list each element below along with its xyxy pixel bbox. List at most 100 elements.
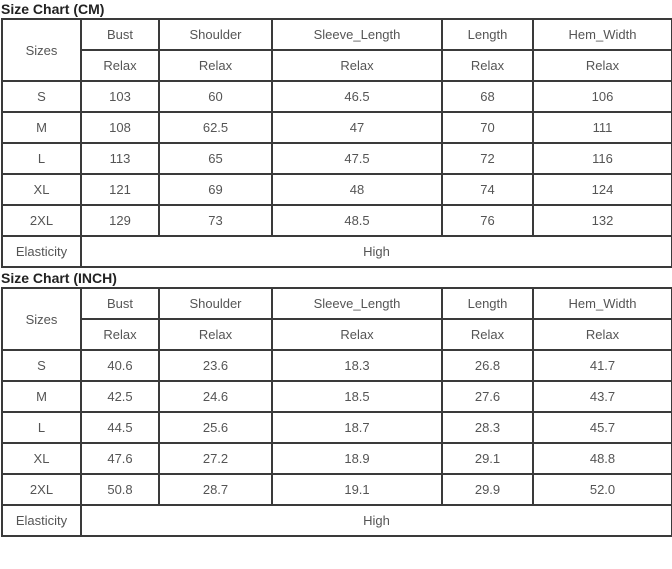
table-cell: 73 [158,204,273,237]
table-row: 2XL 129 73 48.5 76 132 [1,204,672,237]
table-cell: 29.1 [441,442,534,475]
table-cell: 76 [441,204,534,237]
table-row: XL 121 69 48 74 124 [1,173,672,206]
table-row: L 113 65 47.5 72 116 [1,142,672,175]
table-cell: 48.8 [532,442,672,475]
header-cell: Sizes [1,18,82,82]
subheader-cell: Relax [441,318,534,351]
table-cell: 44.5 [80,411,160,444]
subheader-row: Relax Relax Relax Relax Relax [2,318,672,351]
elasticity-value: High [80,504,672,537]
table-cell: 74 [441,173,534,206]
table-cell: 18.3 [271,349,443,382]
table-cell: 47.6 [80,442,160,475]
table-cell: 108 [80,111,160,144]
elasticity-row: Elasticity High [1,235,672,268]
table-cell: 111 [532,111,672,144]
header-cell: Shoulder [158,18,273,51]
subheader-cell: Relax [441,49,534,82]
header-cell: Bust [80,287,160,320]
table-cell: 48 [271,173,443,206]
table-cell: 18.9 [271,442,443,475]
table-cell: 103 [80,80,160,113]
table-cell: 69 [158,173,273,206]
table-cell: 43.7 [532,380,672,413]
table-cell: 19.1 [271,473,443,506]
table-cell: 18.7 [271,411,443,444]
table-row: L 44.5 25.6 18.7 28.3 45.7 [1,411,672,444]
table-row: M 42.5 24.6 18.5 27.6 43.7 [1,380,672,413]
subheader-cell: Relax [532,49,672,82]
chart-title: Size Chart (INCH) [1,270,117,286]
header-cell: Length [441,18,534,51]
table-cell: 52.0 [532,473,672,506]
table-cell: 40.6 [80,349,160,382]
table-cell: 70 [441,111,534,144]
table-cell: 50.8 [80,473,160,506]
table-cell: 2XL [1,204,82,237]
table-row: M 108 62.5 47 70 111 [1,111,672,144]
table-cell: 121 [80,173,160,206]
elasticity-label: Elasticity [1,504,82,537]
table-cell: L [1,411,82,444]
subheader-cell: Relax [80,49,160,82]
table-cell: 60 [158,80,273,113]
size-table: Sizes Bust Shoulder Sleeve_Length Length Hem_… [1,287,672,537]
table-cell: 47.5 [271,142,443,175]
elasticity-row: Elasticity High [1,504,672,537]
table-cell: 45.7 [532,411,672,444]
size-charts: Size Chart (CM) Sizes Bust Shoulder Sleeve_L… [1,1,672,537]
table-cell: 47 [271,111,443,144]
table-cell: 68 [441,80,534,113]
table-cell: 72 [441,142,534,175]
table-cell: 24.6 [158,380,273,413]
subheader-cell: Relax [271,49,443,82]
table-row: S 103 60 46.5 68 106 [1,80,672,113]
table-cell: 41.7 [532,349,672,382]
subheader-row: Relax Relax Relax Relax Relax [2,49,672,82]
elasticity-value: High [80,235,672,268]
table-cell: 26.8 [441,349,534,382]
table-cell: 116 [532,142,672,175]
table-cell: 28.3 [441,411,534,444]
header-cell: Sizes [1,287,82,351]
table-cell: 29.9 [441,473,534,506]
header-cell: Hem_Width [532,287,672,320]
subheader-cell: Relax [532,318,672,351]
table-cell: 113 [80,142,160,175]
table-cell: 106 [532,80,672,113]
table-cell: 132 [532,204,672,237]
table-cell: 27.2 [158,442,273,475]
header-cell: Bust [80,18,160,51]
header-row: Sizes Bust Shoulder Sleeve_Length Length Hem_… [1,287,672,351]
table-cell: 28.7 [158,473,273,506]
header-cell: Sleeve_Length [271,287,443,320]
table-cell: S [1,349,82,382]
table-cell: 65 [158,142,273,175]
table-row: XL 47.6 27.2 18.9 29.1 48.8 [1,442,672,475]
header-cell: Sleeve_Length [271,18,443,51]
subheader-cell: Relax [158,318,273,351]
table-cell: 124 [532,173,672,206]
subheader-cell: Relax [271,318,443,351]
table-cell: 25.6 [158,411,273,444]
table-cell: XL [1,173,82,206]
header-cell: Length [441,287,534,320]
elasticity-label: Elasticity [1,235,82,268]
table-cell: M [1,111,82,144]
table-cell: 27.6 [441,380,534,413]
table-row: 2XL 50.8 28.7 19.1 29.9 52.0 [1,473,672,506]
table-cell: XL [1,442,82,475]
table-cell: 2XL [1,473,82,506]
table-cell: L [1,142,82,175]
table-cell: 23.6 [158,349,273,382]
subheader-cell: Relax [80,318,160,351]
header-cell: Shoulder [158,287,273,320]
table-cell: 129 [80,204,160,237]
size-table: Sizes Bust Shoulder Sleeve_Length Length Hem_… [1,18,672,268]
header-cell: Hem_Width [532,18,672,51]
table-cell: M [1,380,82,413]
table-cell: 48.5 [271,204,443,237]
table-cell: S [1,80,82,113]
table-cell: 62.5 [158,111,273,144]
